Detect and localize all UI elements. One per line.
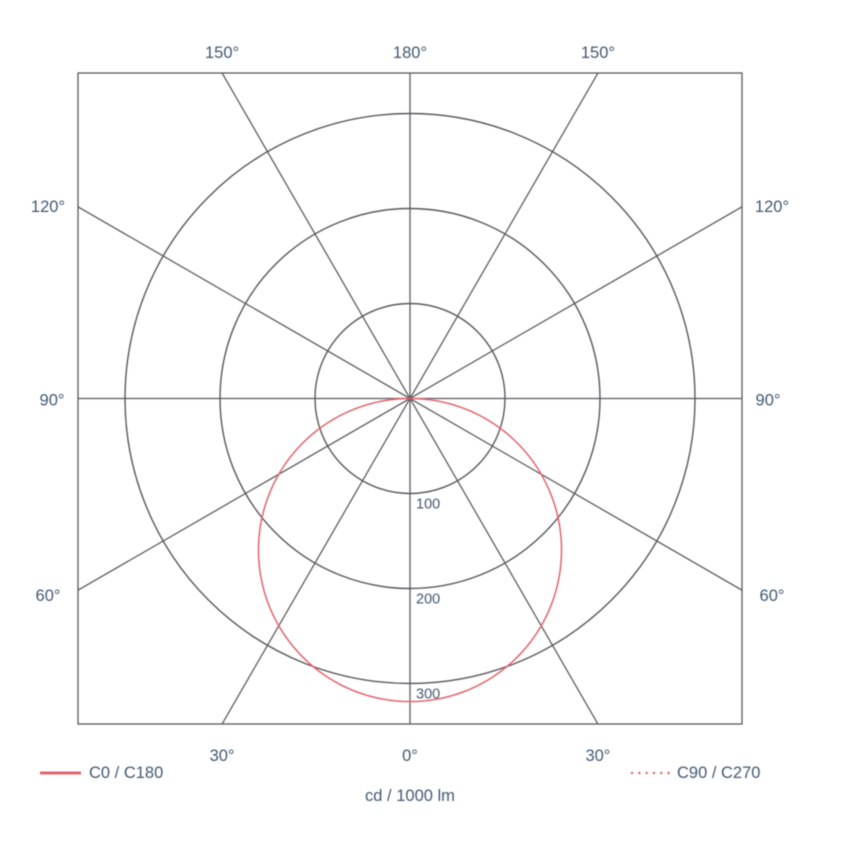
svg-text:90°: 90°	[756, 392, 781, 410]
svg-text:180°: 180°	[393, 44, 427, 62]
svg-text:150°: 150°	[581, 44, 615, 62]
svg-text:300: 300	[416, 687, 440, 703]
svg-text:120°: 120°	[31, 198, 65, 216]
svg-text:100: 100	[416, 497, 440, 513]
svg-text:30°: 30°	[210, 747, 235, 765]
svg-text:60°: 60°	[36, 587, 61, 605]
svg-text:200: 200	[416, 592, 440, 608]
svg-text:30°: 30°	[585, 747, 610, 765]
svg-text:C0 / C180: C0 / C180	[89, 764, 163, 782]
svg-text:0°: 0°	[402, 747, 418, 765]
svg-text:C90 / C270: C90 / C270	[677, 764, 760, 782]
svg-text:120°: 120°	[755, 198, 789, 216]
svg-text:90°: 90°	[40, 392, 65, 410]
svg-text:150°: 150°	[205, 44, 239, 62]
svg-text:60°: 60°	[760, 587, 785, 605]
svg-text:cd / 1000 lm: cd / 1000 lm	[365, 787, 455, 805]
